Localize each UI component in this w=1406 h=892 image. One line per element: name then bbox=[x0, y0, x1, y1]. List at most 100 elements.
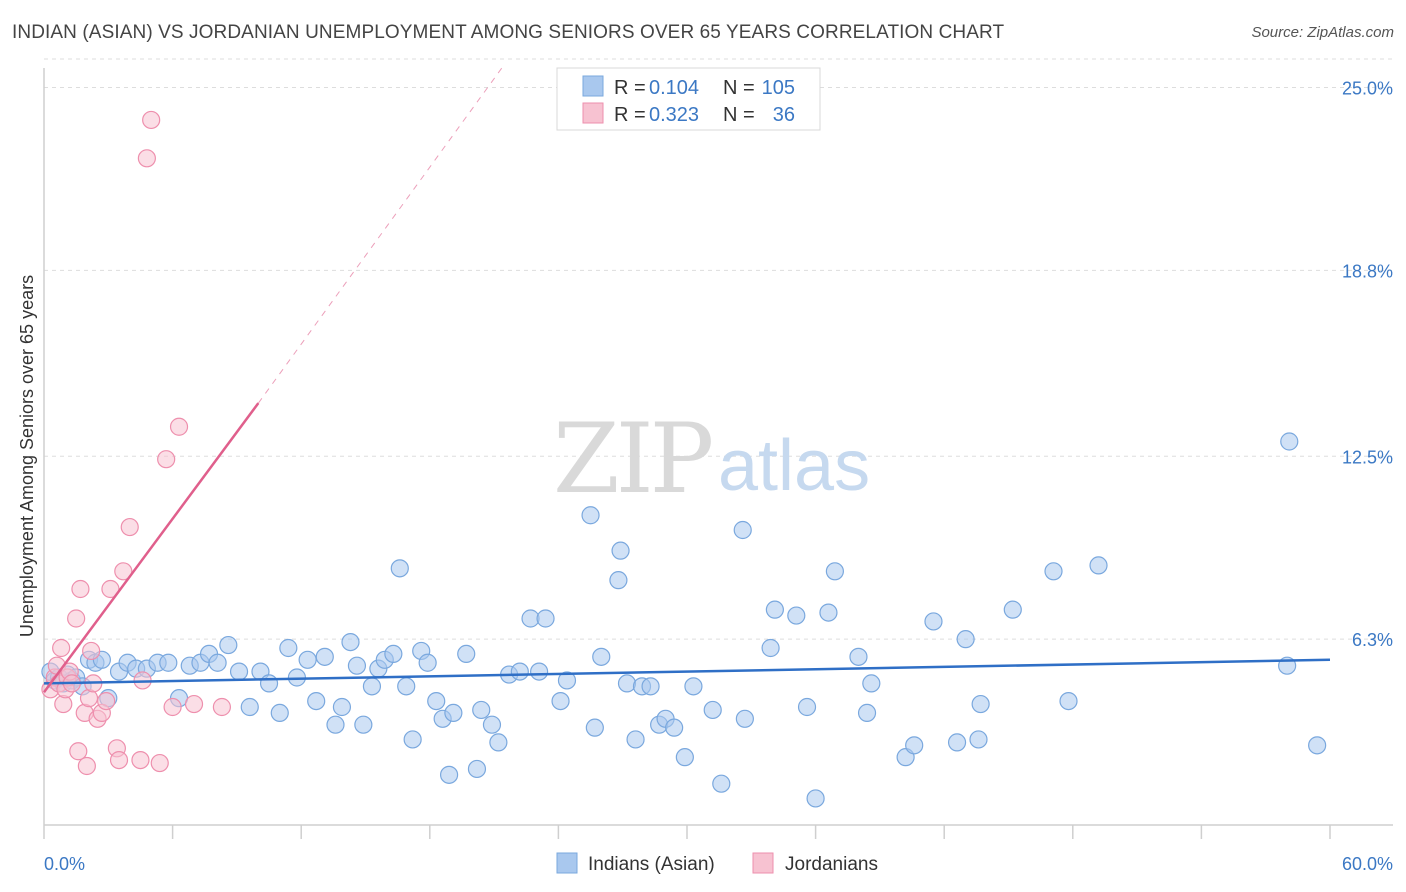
point-indians-asian bbox=[418, 653, 437, 672]
y-tick-label: 18.8% bbox=[1342, 261, 1393, 281]
point-indians-asian bbox=[849, 647, 868, 666]
point-indians-asian bbox=[1280, 432, 1299, 451]
point-indians-asian bbox=[626, 730, 645, 749]
point-indians-asian bbox=[390, 559, 409, 578]
point-jordanians bbox=[67, 609, 86, 628]
trend-line-jordanians bbox=[42, 402, 260, 693]
point-indians-asian bbox=[617, 674, 637, 693]
point-jordanians bbox=[77, 756, 96, 776]
point-indians-asian bbox=[341, 632, 360, 652]
legend-box: R = 0.104 N = 105 R = 0.323 N = 36 bbox=[556, 67, 821, 131]
point-indians-asian bbox=[675, 748, 694, 767]
point-indians-asian bbox=[641, 677, 660, 696]
point-indians-asian bbox=[825, 562, 844, 581]
point-indians-asian bbox=[1059, 691, 1078, 711]
point-indians-asian bbox=[969, 730, 988, 749]
point-indians-asian bbox=[298, 650, 317, 669]
point-indians-asian bbox=[761, 638, 780, 658]
x-tick-label-max: 60.0% bbox=[1342, 854, 1393, 874]
point-indians-asian bbox=[905, 736, 924, 755]
watermark: ZIP atlas bbox=[553, 403, 870, 515]
point-indians-asian bbox=[557, 671, 577, 690]
point-indians-asian bbox=[971, 694, 990, 714]
legend-r-value-1: 0.104 bbox=[649, 77, 699, 99]
y-axis-label: Unemployment Among Seniors over 65 years bbox=[17, 275, 37, 637]
point-indians-asian bbox=[806, 789, 825, 808]
x-tick-label-min: 0.0% bbox=[44, 854, 85, 874]
point-indians-asian bbox=[585, 718, 604, 737]
point-indians-asian bbox=[787, 606, 806, 625]
series-jordanians bbox=[41, 110, 231, 776]
point-jordanians bbox=[137, 149, 156, 168]
point-jordanians bbox=[82, 641, 101, 661]
point-indians-asian bbox=[665, 718, 684, 737]
source-label: Source: ZipAtlas.com bbox=[1251, 24, 1394, 41]
point-jordanians bbox=[97, 691, 116, 711]
point-indians-asian bbox=[482, 715, 502, 734]
bottom-legend-label-indians: Indians (Asian) bbox=[588, 854, 715, 875]
point-indians-asian bbox=[307, 691, 326, 711]
point-indians-asian bbox=[219, 635, 238, 655]
x-ticks bbox=[43, 825, 1331, 839]
legend-swatch-blue bbox=[582, 75, 604, 97]
axes bbox=[43, 68, 1393, 826]
point-indians-asian bbox=[735, 709, 754, 728]
point-indians-asian bbox=[1003, 600, 1022, 619]
trend-line-indians-asian bbox=[43, 658, 1331, 685]
point-jordanians bbox=[71, 579, 90, 599]
point-indians-asian bbox=[427, 691, 446, 711]
point-indians-asian bbox=[510, 662, 529, 681]
point-indians-asian bbox=[439, 765, 459, 784]
point-indians-asian bbox=[581, 506, 600, 525]
legend-r-label-2: R = bbox=[614, 104, 646, 126]
trend-line-jordanians-extension bbox=[257, 63, 506, 404]
point-indians-asian bbox=[208, 653, 227, 672]
point-jordanians bbox=[114, 562, 133, 581]
point-indians-asian bbox=[862, 674, 881, 693]
point-indians-asian bbox=[611, 541, 630, 560]
point-indians-asian bbox=[229, 662, 249, 681]
point-jordanians bbox=[184, 694, 204, 714]
y-tick-label: 6.3% bbox=[1352, 630, 1393, 650]
point-indians-asian bbox=[159, 653, 178, 672]
point-jordanians bbox=[101, 579, 120, 599]
y-tick-labels: 6.3% 12.5% 18.8% 25.0% bbox=[1342, 79, 1393, 651]
bottom-legend-swatch-blue bbox=[556, 852, 578, 874]
point-indians-asian bbox=[362, 677, 382, 696]
point-indians-asian bbox=[384, 644, 403, 664]
point-indians-asian bbox=[924, 612, 943, 631]
point-jordanians bbox=[169, 417, 189, 436]
point-indians-asian bbox=[797, 697, 817, 717]
point-indians-asian bbox=[684, 677, 703, 696]
point-indians-asian bbox=[489, 733, 508, 752]
point-indians-asian bbox=[279, 638, 298, 658]
point-indians-asian bbox=[703, 700, 722, 720]
point-jordanians bbox=[120, 517, 139, 537]
point-indians-asian bbox=[592, 647, 611, 666]
bottom-legend-label-jordanians: Jordanians bbox=[785, 854, 878, 875]
legend-r-label-1: R = bbox=[614, 77, 646, 99]
point-jordanians bbox=[212, 697, 231, 717]
legend-r-value-2: 0.323 bbox=[649, 104, 699, 126]
legend-n-label-2: N = bbox=[723, 104, 755, 126]
y-tick-label: 12.5% bbox=[1342, 447, 1393, 467]
point-indians-asian bbox=[332, 697, 352, 717]
point-indians-asian bbox=[733, 520, 752, 540]
point-indians-asian bbox=[765, 600, 784, 619]
chart-title: INDIAN (ASIAN) VS JORDANIAN UNEMPLOYMENT… bbox=[12, 22, 1005, 43]
watermark-atlas: atlas bbox=[718, 426, 870, 506]
point-indians-asian bbox=[857, 703, 877, 723]
legend-n-value-2: 36 bbox=[773, 104, 795, 126]
point-indians-asian bbox=[536, 609, 555, 628]
grid-lines bbox=[44, 58, 1393, 640]
trend-lines bbox=[42, 63, 1331, 693]
watermark-zip: ZIP bbox=[553, 403, 712, 515]
point-indians-asian bbox=[259, 674, 279, 693]
point-indians-asian bbox=[326, 715, 345, 734]
point-indians-asian bbox=[403, 730, 422, 749]
point-indians-asian bbox=[819, 603, 838, 622]
point-indians-asian bbox=[1089, 556, 1108, 575]
y-tick-label: 25.0% bbox=[1342, 79, 1393, 99]
legend-n-label-1: N = bbox=[723, 77, 755, 99]
point-jordanians bbox=[52, 638, 71, 658]
